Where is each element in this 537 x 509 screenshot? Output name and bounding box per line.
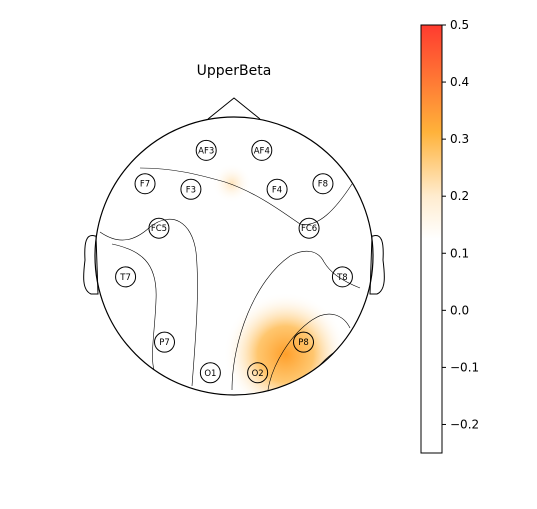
- electrode-marker-o2: [247, 362, 269, 384]
- chart-title: UpperBeta: [197, 63, 272, 79]
- colorbar-ticks: 0.5 0.4 0.3 0.2 0.1 0.0 −0.1 −0.2: [442, 18, 479, 431]
- nose-outline: [207, 97, 261, 120]
- contour-line: [99, 218, 198, 387]
- electrode-label-af3: AF3: [198, 146, 214, 156]
- electrode-label-f7: F7: [140, 180, 150, 190]
- electrode-layer: AF3 AF4 F7 F3 F4 F8 FC5 FC6 T7 T8 P7 P8 O1 O2: [115, 139, 353, 384]
- colorbar-tick-label: −0.1: [450, 360, 479, 374]
- colorbar-tick-label: 0.3: [450, 132, 469, 146]
- electrode-marker-f7: [134, 173, 156, 195]
- electrode-label-af4: AF4: [254, 146, 270, 156]
- electrode-marker-t7: [115, 266, 137, 288]
- heatmap-field: [99, 163, 361, 395]
- electrode-label-o1: O1: [204, 369, 216, 379]
- electrode-label-t7: T7: [119, 273, 131, 283]
- electrode-label-f8: F8: [318, 180, 328, 190]
- hotspot-P8: [223, 292, 348, 395]
- electrode-label-o2: O2: [252, 369, 264, 379]
- contour-line: [139, 167, 353, 225]
- electrode-label-fc5: FC5: [151, 224, 167, 234]
- colorbar-tick-label: 0.4: [450, 75, 469, 89]
- electrode-marker-p7: [154, 331, 175, 353]
- electrode-label-fc6: FC6: [301, 224, 317, 234]
- electrode-marker-af4: [251, 139, 273, 161]
- contour-line: [267, 313, 351, 391]
- electrode-label-p8: P8: [298, 338, 309, 348]
- electrode-marker-fc5: [148, 217, 170, 239]
- electrode-marker-f8: [312, 173, 334, 195]
- electrode-marker-f4: [266, 178, 288, 200]
- contour-line: [111, 243, 157, 371]
- head-outline: [94, 116, 374, 396]
- electrode-label-f3: F3: [186, 185, 196, 195]
- colorbar: [420, 24, 443, 454]
- electrode-label-f4: F4: [272, 185, 282, 195]
- electrode-marker-af3: [195, 139, 217, 161]
- electrode-marker-p8: [293, 331, 314, 353]
- hotspot-F4: [211, 163, 252, 204]
- electrode-label-t8: T8: [336, 273, 348, 283]
- electrode-marker-fc6: [298, 217, 320, 239]
- electrode-marker-t8: [331, 266, 353, 288]
- right-ear-outline: [369, 234, 385, 295]
- electrode-marker-f3: [180, 178, 202, 200]
- colorbar-tick-label: 0.2: [450, 189, 469, 203]
- electrode-marker-o1: [199, 362, 221, 384]
- colorbar-tick-label: 0.0: [450, 303, 469, 317]
- colorbar-tick-label: 0.1: [450, 246, 469, 260]
- colorbar-tick-label: −0.2: [450, 417, 479, 431]
- left-ear-outline: [83, 234, 99, 295]
- colorbar-tick-label: 0.5: [450, 18, 469, 32]
- electrode-label-p7: P7: [159, 338, 170, 348]
